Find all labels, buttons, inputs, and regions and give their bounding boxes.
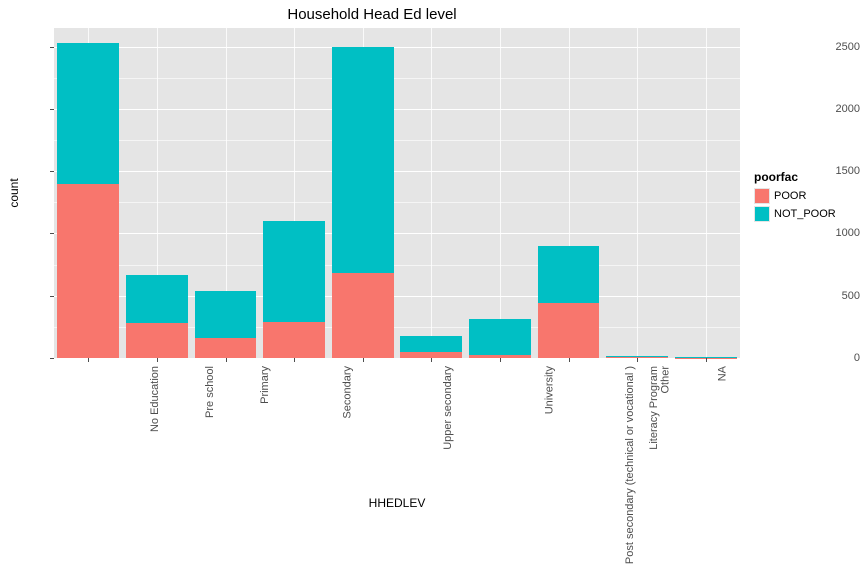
x-tick-mark	[431, 358, 432, 362]
x-tick-mark	[157, 358, 158, 362]
bar-segment	[195, 338, 257, 358]
y-tick-label: 2000	[814, 103, 864, 115]
bar-segment	[332, 273, 394, 358]
x-tick-mark	[88, 358, 89, 362]
bar-segment	[126, 323, 188, 358]
bar-segment	[126, 275, 188, 324]
y-tick-mark	[50, 233, 54, 234]
x-tick-label: Pre school	[204, 366, 216, 418]
x-tick-label: Post secondary (technical or vocational …	[624, 366, 636, 564]
x-tick-mark	[569, 358, 570, 362]
bar-segment	[332, 47, 394, 274]
x-tick-mark	[500, 358, 501, 362]
x-tick-label: NA	[716, 366, 728, 381]
bar-segment	[263, 221, 325, 322]
chart-title: Household Head Ed level	[0, 6, 744, 23]
x-axis-title: HHEDLEV	[369, 496, 426, 510]
y-tick-label: 0	[814, 352, 864, 364]
legend-key	[754, 206, 770, 222]
x-tick-mark	[294, 358, 295, 362]
y-tick-mark	[50, 358, 54, 359]
legend-label: NOT_POOR	[774, 208, 836, 220]
x-tick-label: Literacy Program	[647, 366, 659, 450]
y-tick-mark	[50, 47, 54, 48]
x-tick-mark	[637, 358, 638, 362]
bar-segment	[57, 184, 119, 358]
bar-segment	[57, 43, 119, 184]
gridline-vertical	[637, 28, 638, 358]
legend-swatch	[755, 207, 769, 221]
bar-segment	[606, 356, 668, 357]
x-tick-label: University	[543, 366, 555, 414]
x-tick-label: No Education	[149, 366, 161, 432]
legend-swatch	[755, 189, 769, 203]
gridline-vertical	[500, 28, 501, 358]
x-tick-mark	[363, 358, 364, 362]
x-tick-label: Secondary	[342, 366, 354, 419]
bar-segment	[469, 319, 531, 354]
gridline-vertical	[706, 28, 707, 358]
bar-segment	[263, 322, 325, 358]
bar-segment	[538, 246, 600, 303]
y-tick-mark	[50, 171, 54, 172]
y-tick-label: 1000	[814, 227, 864, 239]
legend-key	[754, 188, 770, 204]
bar-segment	[195, 291, 257, 338]
bar-segment	[400, 336, 462, 353]
y-axis-title: count	[7, 178, 21, 207]
y-tick-mark	[50, 109, 54, 110]
y-tick-label: 2500	[814, 41, 864, 53]
legend-title: poorfac	[754, 170, 836, 184]
chart-frame: Household Head Ed level 0500100015002000…	[0, 0, 864, 504]
x-tick-mark	[706, 358, 707, 362]
y-tick-mark	[50, 296, 54, 297]
legend-label: POOR	[774, 190, 806, 202]
y-tick-label: 500	[814, 290, 864, 302]
plot-panel	[54, 28, 740, 358]
x-tick-mark	[226, 358, 227, 362]
legend-item: POOR	[754, 188, 836, 204]
x-tick-label: Upper secondary	[441, 366, 453, 450]
legend-item: NOT_POOR	[754, 206, 836, 222]
legend: poorfac POOR NOT_POOR	[754, 170, 836, 224]
x-tick-label: Primary	[258, 366, 270, 404]
gridline-vertical	[431, 28, 432, 358]
bar-segment	[538, 303, 600, 358]
x-tick-label: Other	[660, 366, 672, 394]
